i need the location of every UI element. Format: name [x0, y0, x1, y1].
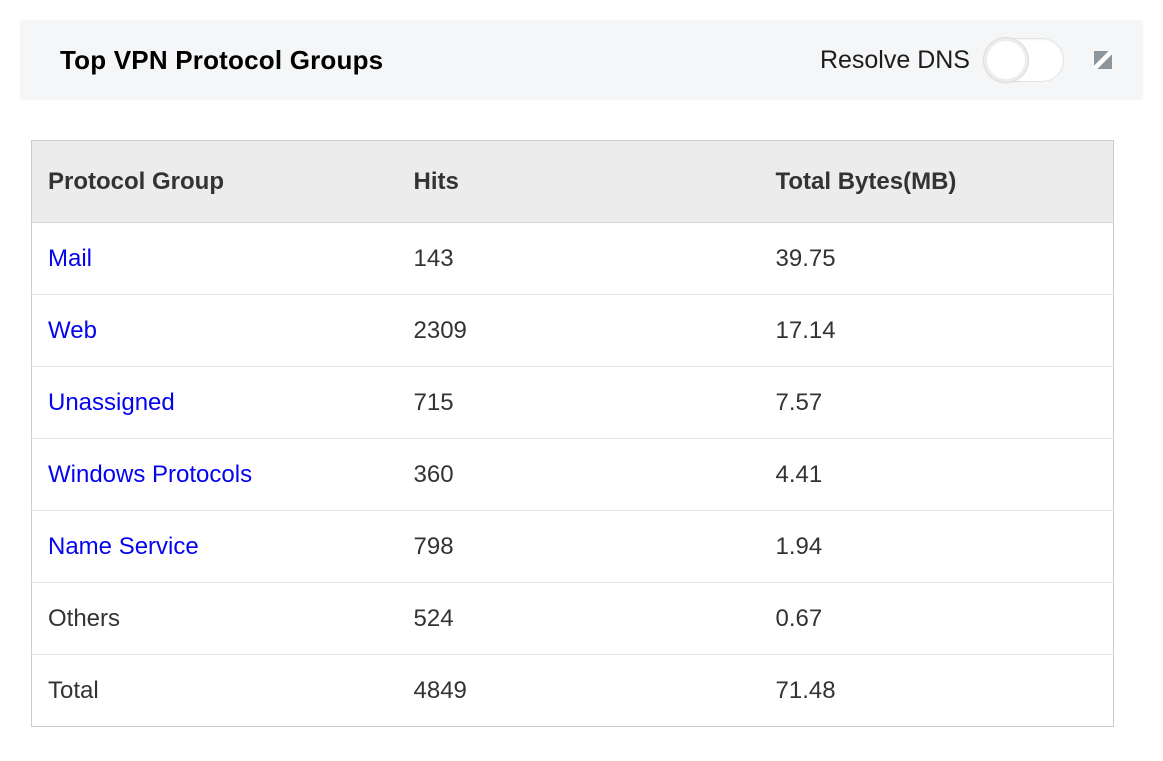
protocol-group-link[interactable]: Windows Protocols: [48, 460, 253, 488]
protocol-group-link[interactable]: Web: [48, 316, 97, 344]
total-row-label: Total: [31, 654, 398, 727]
total-hits-value: 4849: [397, 654, 760, 727]
total-bytes-value: 17.14: [759, 294, 1114, 367]
total-bytes-value: 1.94: [759, 510, 1114, 583]
table-row: Web 2309 17.14: [31, 294, 1114, 367]
total-bytes-value: 39.75: [759, 222, 1114, 295]
hits-value: 798: [397, 510, 760, 583]
total-bytes-sum-value: 71.48: [759, 654, 1114, 727]
resolve-dns-label: Resolve DNS: [819, 45, 970, 74]
expand-icon[interactable]: [1094, 51, 1112, 69]
protocol-group-link[interactable]: Name Service: [48, 532, 199, 560]
total-bytes-value: 7.57: [759, 366, 1114, 439]
widget-header: Top VPN Protocol Groups Resolve DNS: [20, 20, 1143, 100]
column-header-protocol-group: Protocol Group: [31, 140, 398, 223]
hits-value: 715: [397, 366, 760, 439]
table-row: Total 4849 71.48: [31, 654, 1114, 727]
hits-value: 360: [397, 438, 760, 511]
toggle-knob: [984, 38, 1028, 82]
hits-value: 2309: [397, 294, 760, 367]
page-title: Top VPN Protocol Groups: [60, 44, 384, 75]
table-row: Name Service 798 1.94: [31, 510, 1114, 583]
table-row: Mail 143 39.75: [31, 222, 1114, 295]
total-bytes-value: 4.41: [759, 438, 1114, 511]
protocol-group-link[interactable]: Unassigned: [48, 388, 175, 416]
hits-value: 143: [397, 222, 760, 295]
hits-value: 524: [397, 582, 760, 655]
protocol-group-label: Others: [31, 582, 398, 655]
table-row: Others 524 0.67: [31, 582, 1114, 655]
resolve-dns-toggle[interactable]: [984, 38, 1064, 82]
table-row: Unassigned 715 7.57: [31, 366, 1114, 439]
table-row: Windows Protocols 360 4.41: [31, 438, 1114, 511]
total-bytes-value: 0.67: [759, 582, 1114, 655]
protocol-group-link[interactable]: Mail: [48, 244, 93, 272]
column-header-total-bytes: Total Bytes(MB): [759, 140, 1114, 223]
protocol-groups-table: Protocol Group Hits Total Bytes(MB) Mail…: [31, 140, 1114, 727]
column-header-hits: Hits: [397, 140, 760, 223]
widget-header-controls: Resolve DNS: [820, 38, 1112, 82]
table-header-row: Protocol Group Hits Total Bytes(MB): [31, 140, 1114, 223]
